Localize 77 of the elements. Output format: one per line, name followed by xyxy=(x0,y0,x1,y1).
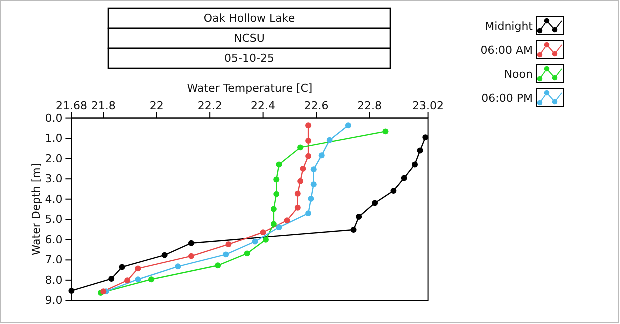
point xyxy=(100,288,107,295)
point xyxy=(215,262,222,269)
y-tick-label: 0.0 xyxy=(45,112,63,125)
y-tick-label: 4.0 xyxy=(45,192,63,206)
x-tick-label: 22.8 xyxy=(358,99,382,112)
legend-label: Midnight xyxy=(485,20,534,33)
point xyxy=(326,137,333,144)
point xyxy=(175,264,182,270)
y-tick-label: 7.0 xyxy=(45,254,63,267)
point xyxy=(298,178,304,184)
point xyxy=(306,138,312,144)
point xyxy=(372,200,378,206)
chart-subtitle: NCSU xyxy=(234,32,265,45)
x-tick-label: 22 xyxy=(150,99,164,112)
x-tick-label: 23.02 xyxy=(412,99,444,112)
point xyxy=(252,238,258,245)
point xyxy=(270,221,277,228)
point xyxy=(244,250,250,257)
point xyxy=(422,134,429,141)
point xyxy=(310,182,317,188)
point xyxy=(294,190,301,197)
x-tick-label: 21.8 xyxy=(91,99,116,112)
y-tick-label: 9.0 xyxy=(45,294,63,308)
x-tick-label: 22.4 xyxy=(251,99,276,112)
point xyxy=(350,226,357,233)
point xyxy=(223,252,230,258)
point xyxy=(284,218,290,224)
legend-label: 06:00 PM xyxy=(482,92,533,105)
point xyxy=(401,175,408,182)
point xyxy=(294,204,301,211)
y-tick-label: 8.0 xyxy=(45,274,63,287)
y-axis-title: Water Depth [m] xyxy=(30,163,43,256)
point xyxy=(135,276,142,283)
point xyxy=(412,162,418,168)
legend-label: Noon xyxy=(504,68,534,81)
point xyxy=(148,276,155,283)
point xyxy=(310,166,317,173)
point xyxy=(274,176,280,183)
point xyxy=(306,153,312,160)
point xyxy=(135,266,142,272)
point xyxy=(119,264,126,270)
x-axis-title: Water Temperature [C] xyxy=(187,82,313,95)
point xyxy=(260,230,266,236)
point xyxy=(276,224,282,231)
point xyxy=(188,253,194,260)
point xyxy=(124,278,131,284)
point xyxy=(262,236,269,243)
point xyxy=(382,128,389,135)
legend-label: 06:00 AM xyxy=(480,44,533,57)
point xyxy=(390,188,397,194)
point xyxy=(318,152,325,159)
x-tick-label: 22.6 xyxy=(304,99,329,112)
point xyxy=(270,206,277,212)
y-tick-label: 5.0 xyxy=(45,213,63,226)
point xyxy=(276,162,282,168)
point xyxy=(306,210,312,217)
point xyxy=(356,214,362,220)
x-tick-label: 22.2 xyxy=(198,99,222,112)
text: 05-10-25 xyxy=(224,52,274,65)
point xyxy=(68,288,75,294)
point xyxy=(108,276,115,282)
point xyxy=(274,191,280,198)
point xyxy=(300,166,306,172)
point xyxy=(226,242,232,248)
y-tick-label: 6.0 xyxy=(45,233,63,246)
point xyxy=(308,196,314,202)
point xyxy=(298,144,304,151)
y-tick-label: 2.0 xyxy=(45,152,63,166)
point xyxy=(306,122,312,129)
point xyxy=(417,148,424,154)
x-tick-label: 21.68 xyxy=(56,99,88,112)
y-tick-label: 3.0 xyxy=(45,172,63,186)
chart-title: Oak Hollow Lake xyxy=(204,12,296,25)
point xyxy=(188,240,194,246)
y-tick-label: 1.0 xyxy=(45,132,63,146)
point xyxy=(345,122,352,129)
point xyxy=(162,252,168,258)
